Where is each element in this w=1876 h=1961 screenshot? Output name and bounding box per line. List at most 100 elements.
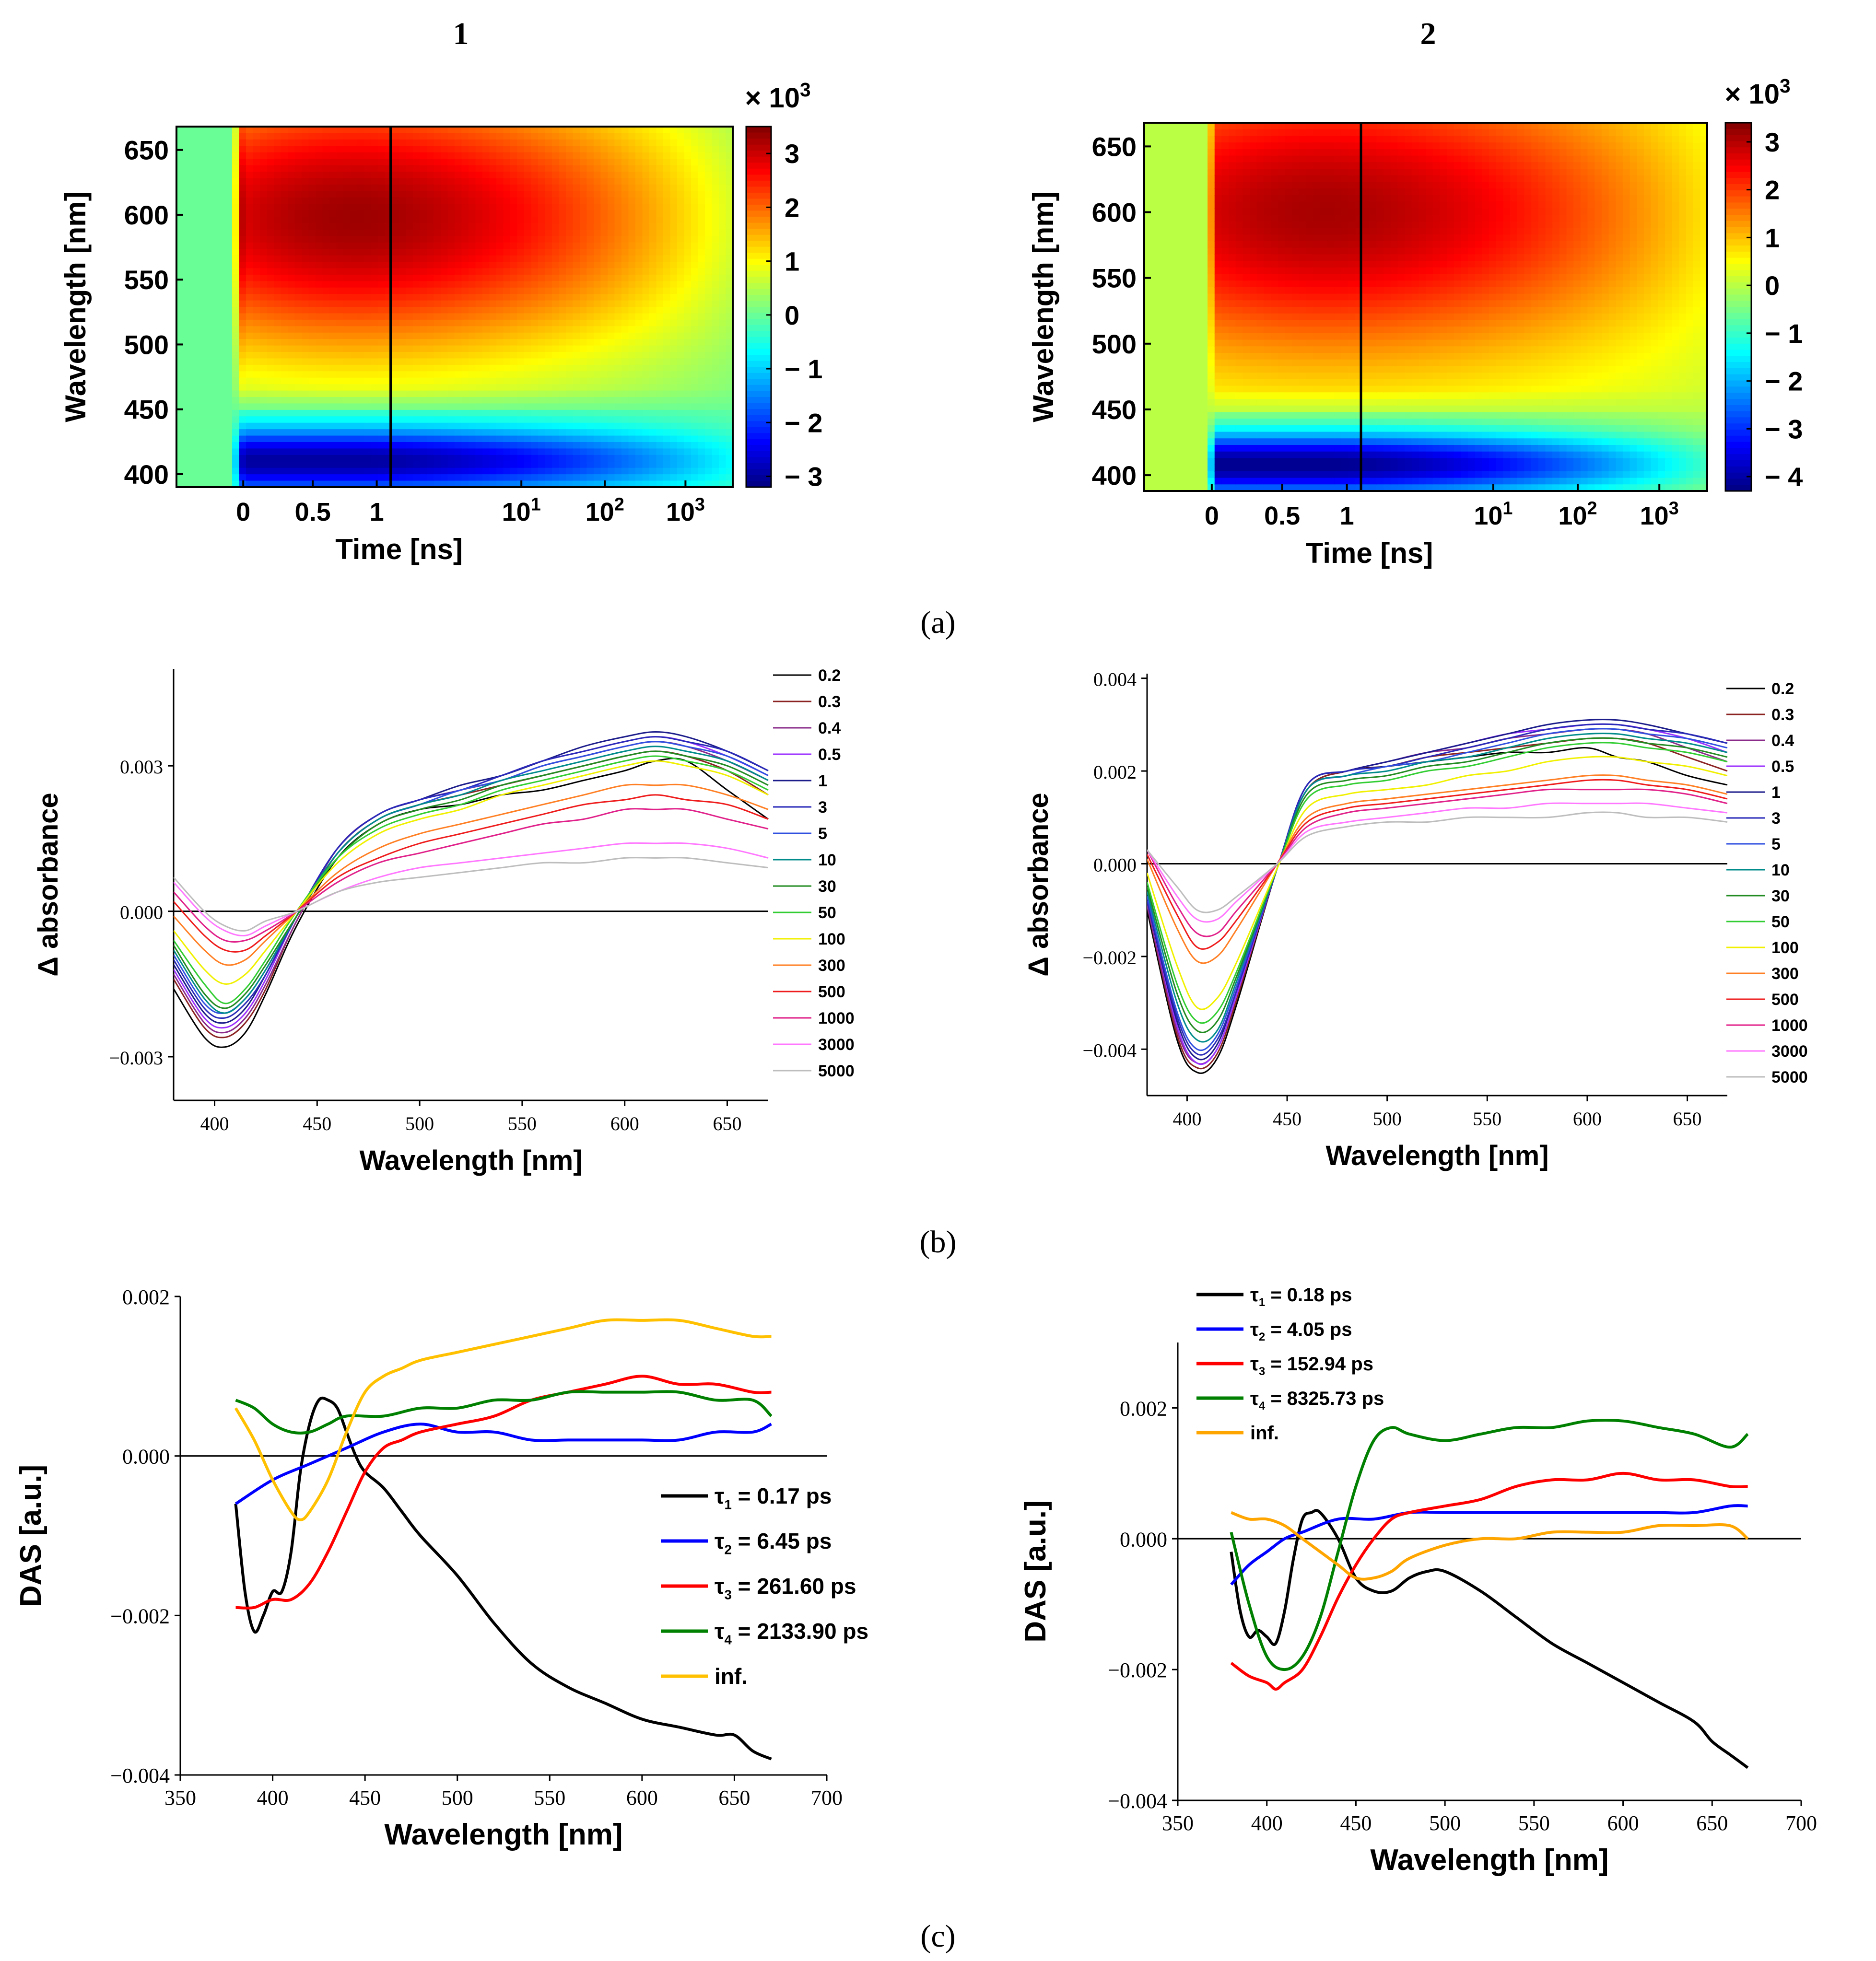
heatmap-cell	[308, 165, 316, 172]
heatmap-cell	[698, 172, 705, 179]
heatmap-cell	[600, 300, 608, 307]
heatmap-cell	[608, 152, 615, 160]
heatmap-cell	[608, 326, 615, 333]
heatmap-cell	[294, 172, 302, 179]
heatmap-cell	[399, 326, 407, 333]
heatmap-cell	[594, 191, 601, 198]
heatmap-cell	[538, 139, 546, 147]
heatmap-cell	[447, 390, 455, 397]
heatmap-cell	[225, 403, 233, 410]
heatmap-cell	[232, 307, 240, 314]
heatmap-cell	[726, 268, 733, 275]
heatmap-cell	[684, 152, 692, 160]
heatmap-cell	[677, 133, 685, 140]
heatmap-cell	[225, 461, 233, 468]
heatmap-cell	[434, 319, 441, 327]
heatmap-cell	[608, 319, 615, 327]
heatmap-cell	[698, 294, 705, 301]
heatmap-cell	[211, 197, 219, 205]
heatmap-cell	[677, 332, 685, 340]
heatmap-cell	[677, 223, 685, 230]
heatmap-cell	[496, 403, 504, 410]
heatmap-cell	[371, 127, 379, 134]
heatmap-cell	[190, 409, 198, 417]
heatmap-cell	[712, 184, 719, 192]
heatmap-cell	[399, 165, 407, 172]
heatmap-cell	[455, 339, 462, 346]
heatmap-cell	[684, 191, 692, 198]
colorbar-step	[746, 198, 771, 205]
heatmap-cell	[239, 262, 246, 269]
heatmap-cell	[183, 429, 191, 436]
heatmap-cell	[496, 139, 504, 147]
heatmap-cell	[253, 184, 260, 192]
colorbar-step	[746, 325, 771, 332]
heatmap-cell	[260, 390, 268, 397]
heatmap-cell	[357, 390, 365, 397]
heatmap-cell	[531, 409, 539, 417]
heatmap-cell	[190, 448, 198, 455]
heatmap-cell	[232, 429, 240, 436]
heatmap-cell	[663, 455, 671, 462]
heatmap-cell	[552, 345, 560, 352]
heatmap-cell	[712, 249, 719, 256]
heatmap-cell	[531, 274, 539, 282]
colorbar-step	[746, 163, 771, 169]
heatmap-cell	[684, 307, 692, 314]
heatmap-cell	[420, 429, 427, 436]
heatmap-cell	[336, 178, 344, 185]
heatmap-cell	[455, 416, 462, 423]
heatmap-cell	[211, 262, 219, 269]
heatmap-cell	[218, 442, 226, 449]
heatmap-cell	[510, 268, 518, 275]
heatmap-cell	[288, 210, 295, 217]
heatmap-cell	[204, 474, 212, 481]
heatmap-cell	[545, 319, 552, 327]
heatmap-cell	[517, 274, 525, 282]
heatmap-cell	[600, 165, 608, 172]
heatmap-cell	[614, 416, 622, 423]
heatmap-cell	[1158, 438, 1166, 445]
heatmap-cell	[343, 345, 351, 352]
heatmap-cell	[364, 146, 372, 153]
heatmap-cell	[614, 210, 622, 217]
heatmap-cell	[225, 435, 233, 443]
heatmap-cell	[211, 236, 219, 243]
heatmap-cell	[628, 178, 636, 185]
heatmap-cell	[274, 249, 281, 256]
heatmap-cell	[559, 435, 566, 443]
heatmap-cell	[434, 332, 441, 340]
heatmap-cell	[413, 255, 421, 262]
heatmap-cell	[586, 139, 594, 147]
heatmap-cell	[329, 236, 337, 243]
heatmap-cell	[586, 178, 594, 185]
heatmap-cell	[281, 474, 288, 481]
heatmap-cell	[677, 326, 685, 333]
heatmap-cell	[475, 384, 483, 391]
heatmap-cell	[329, 313, 337, 320]
heatmap-cell	[357, 255, 365, 262]
colorbar-step	[746, 192, 771, 199]
heatmap-cell	[267, 319, 274, 327]
heatmap-cell	[538, 229, 546, 237]
heatmap-cell	[343, 242, 351, 250]
heatmap-cell	[726, 371, 733, 378]
heatmap-cell	[517, 403, 525, 410]
heatmap-cell	[350, 313, 358, 320]
heatmap-cell	[281, 416, 288, 423]
heatmap-cell	[510, 197, 518, 205]
heatmap-cell	[455, 242, 462, 250]
heatmap-cell	[566, 390, 574, 397]
heatmap-cell	[218, 429, 226, 436]
heatmap-cell	[253, 300, 260, 307]
heatmap-cell	[413, 172, 421, 179]
heatmap-cell	[475, 191, 483, 198]
heatmap-cell	[496, 384, 504, 391]
heatmap-cell	[517, 268, 525, 275]
heatmap-cell	[642, 178, 650, 185]
heatmap-cell	[329, 326, 337, 333]
heatmap-cell	[1186, 293, 1194, 301]
heatmap-cell	[413, 159, 421, 166]
heatmap-cell	[371, 242, 379, 250]
heatmap-cell	[350, 281, 358, 288]
